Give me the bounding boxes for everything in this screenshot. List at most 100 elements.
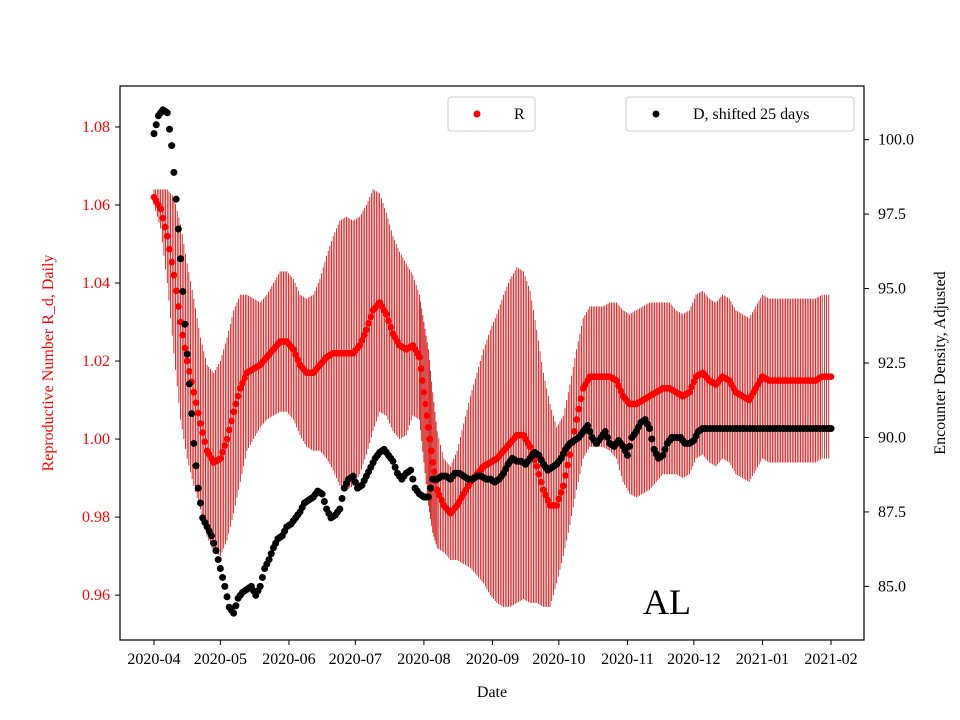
- d-point: [626, 442, 634, 450]
- x-axis: 2020-04 2020-05 2020-06 2020-07 2020-08 2020-…: [127, 640, 858, 668]
- r-point: [557, 489, 565, 496]
- r-point: [613, 377, 620, 384]
- legend-d-box: [625, 96, 855, 132]
- left-y-tick-label: 0.98: [82, 509, 110, 526]
- right-y-tick-label: 87.5: [878, 504, 906, 521]
- left-y-tick-label: 1.08: [82, 119, 110, 136]
- d-point: [190, 439, 198, 447]
- d-point: [389, 457, 397, 465]
- d-point: [208, 532, 216, 540]
- d-point: [407, 466, 415, 474]
- d-point: [230, 609, 238, 617]
- d-point: [601, 428, 609, 436]
- d-point: [221, 582, 229, 590]
- d-point: [172, 195, 180, 203]
- r-point: [690, 378, 698, 386]
- r-point: [387, 323, 395, 331]
- d-point: [351, 478, 359, 486]
- r-point: [166, 245, 173, 253]
- legend-r-label: R: [514, 106, 525, 123]
- d-point: [152, 121, 160, 129]
- legend-d-marker: [652, 110, 660, 118]
- r-point: [417, 365, 425, 373]
- x-tick-label: 2020-12: [667, 651, 720, 668]
- d-point: [646, 425, 654, 433]
- d-point: [196, 499, 204, 507]
- x-tick-label: 2020-09: [466, 651, 519, 668]
- x-tick-label: 2020-10: [532, 651, 585, 668]
- r-point: [223, 435, 231, 443]
- r-point: [420, 388, 428, 396]
- right-y-tick-label: 90.0: [878, 429, 906, 446]
- r-point: [201, 438, 209, 445]
- r-point: [157, 205, 164, 213]
- r-point: [225, 426, 233, 434]
- r-point: [365, 320, 372, 327]
- r-point: [617, 387, 625, 395]
- r-point: [239, 379, 246, 387]
- r-point: [294, 356, 302, 364]
- d-point: [267, 550, 275, 558]
- d-point: [185, 380, 193, 388]
- r-point: [540, 486, 547, 494]
- r-point: [199, 429, 206, 436]
- r-point: [159, 214, 167, 222]
- d-point: [604, 433, 612, 441]
- right-y-tick-label: 100.0: [878, 132, 914, 149]
- r-point: [438, 496, 445, 504]
- d-point: [338, 495, 346, 503]
- d-point: [318, 490, 326, 498]
- r-point: [535, 470, 543, 478]
- r-point: [537, 478, 545, 486]
- d-point: [256, 582, 264, 590]
- r-point: [425, 424, 432, 431]
- r-point: [426, 435, 434, 443]
- r-point: [175, 303, 182, 310]
- r-point: [430, 468, 438, 475]
- left-y-tick-label: 0.96: [82, 587, 110, 604]
- d-point: [219, 573, 227, 581]
- d-point: [177, 255, 185, 263]
- d-point: [661, 445, 669, 453]
- r-point: [533, 463, 541, 470]
- r-point: [230, 408, 237, 416]
- r-point: [571, 427, 578, 435]
- r-point: [526, 443, 534, 451]
- d-point: [320, 498, 328, 505]
- d-point: [827, 425, 835, 433]
- d-point: [212, 547, 220, 555]
- r-point: [688, 383, 695, 391]
- r-point: [686, 388, 693, 396]
- r-point: [575, 405, 583, 413]
- d-point: [584, 422, 592, 430]
- r-point: [573, 416, 580, 423]
- d-point: [174, 225, 182, 233]
- left-y-tick-label: 1.06: [82, 197, 110, 214]
- r-point: [422, 400, 429, 408]
- d-point: [210, 539, 218, 547]
- d-point: [179, 288, 187, 296]
- r-point: [427, 447, 435, 455]
- d-point: [194, 484, 202, 492]
- r-point: [181, 344, 189, 352]
- r-point: [419, 377, 426, 384]
- right-y-axis: 85.0 87.5 90.0 92.5 95.0 97.5 100.0: [864, 132, 914, 595]
- legend-r-marker: [473, 110, 481, 118]
- d-point: [163, 109, 171, 117]
- r-point: [358, 336, 366, 344]
- right-y-tick-label: 97.5: [878, 206, 906, 223]
- d-point: [391, 463, 399, 471]
- r-point: [194, 409, 202, 417]
- r-point: [827, 373, 835, 380]
- r-point: [197, 420, 204, 427]
- r-point: [168, 258, 175, 266]
- x-tick-label: 2020-05: [194, 651, 247, 668]
- r-point: [383, 310, 390, 318]
- r-point: [564, 461, 572, 469]
- r-point: [356, 342, 364, 349]
- d-point: [181, 320, 189, 328]
- d-point: [648, 435, 656, 443]
- x-tick-label: 2020-08: [397, 651, 450, 668]
- left-y-tick-label: 1.02: [82, 353, 110, 370]
